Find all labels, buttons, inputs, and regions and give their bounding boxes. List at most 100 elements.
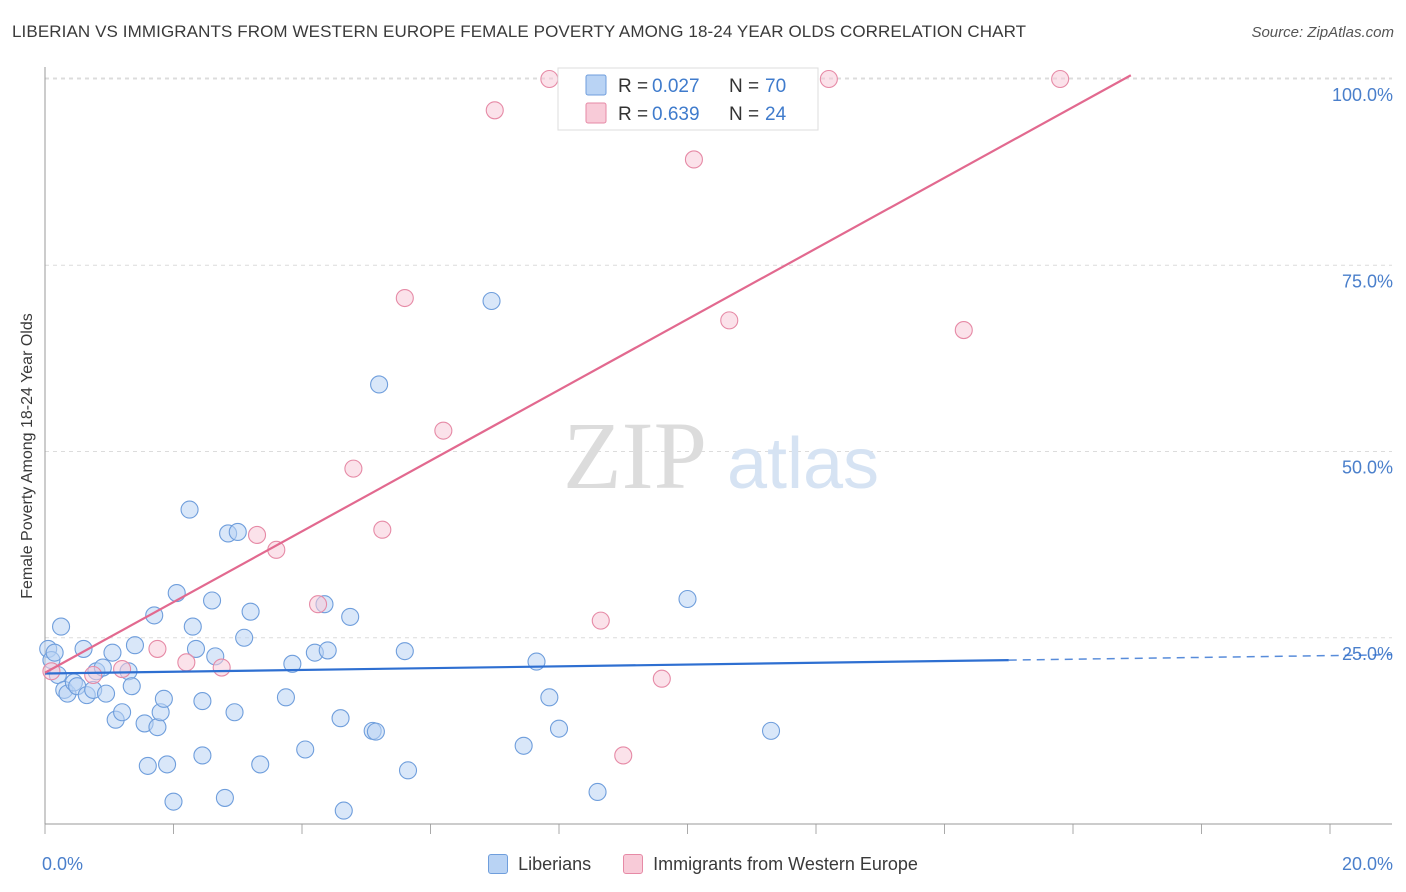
liberian-point bbox=[296, 740, 315, 759]
western-europe-point bbox=[113, 659, 132, 679]
watermark-atlas: atlas bbox=[727, 424, 879, 504]
western-europe-point bbox=[591, 611, 610, 630]
liberian-point bbox=[158, 755, 177, 774]
liberian-point bbox=[549, 719, 569, 738]
grid bbox=[44, 77, 1392, 834]
liberian-point bbox=[193, 692, 212, 711]
liberian-point bbox=[370, 375, 389, 394]
western-europe-point bbox=[540, 69, 559, 89]
liberian-point bbox=[122, 677, 141, 696]
liberian-point bbox=[103, 643, 122, 662]
western-europe-label: Immigrants from Western Europe bbox=[653, 853, 918, 874]
series-legend: Liberians Immigrants from Western Europe bbox=[0, 852, 1406, 876]
liberian-point bbox=[398, 761, 418, 780]
legend-r-value-2: 0.639 bbox=[652, 104, 700, 125]
western-europe-point bbox=[819, 69, 838, 89]
western-europe-point bbox=[485, 101, 504, 120]
western-europe-point bbox=[614, 746, 633, 765]
western-europe-point bbox=[954, 321, 973, 340]
liberian-point bbox=[331, 709, 350, 728]
y-tick-label: 50.0% bbox=[1342, 458, 1393, 478]
liberian-point bbox=[148, 718, 167, 737]
liberian-point bbox=[241, 602, 260, 621]
liberian-point bbox=[228, 522, 247, 542]
liberian-trend-line bbox=[44, 659, 1009, 675]
liberian-point bbox=[283, 654, 302, 673]
liberian-point bbox=[180, 500, 199, 519]
y-tick-label: 75.0% bbox=[1342, 271, 1393, 291]
legend: R = 0.027 N = 70 R = 0.639 N = 24 bbox=[557, 67, 819, 131]
western-europe-point bbox=[344, 459, 363, 478]
liberian-point bbox=[167, 583, 186, 603]
western-europe-point bbox=[1051, 69, 1070, 89]
liberian-point bbox=[235, 628, 254, 647]
liberian-point bbox=[215, 788, 234, 807]
liberian-point bbox=[154, 689, 173, 708]
liberian-point bbox=[52, 617, 71, 636]
legend-r-label-2: R = bbox=[618, 104, 648, 125]
liberians-label: Liberians bbox=[518, 853, 592, 874]
liberian-point bbox=[125, 636, 144, 655]
trend-lines bbox=[44, 74, 1393, 675]
liberian-point bbox=[318, 641, 337, 660]
liberian-point bbox=[96, 684, 116, 703]
legend-item-western-europe[interactable]: Immigrants from Western Europe bbox=[623, 854, 918, 875]
watermark-zip: ZIP bbox=[563, 402, 707, 509]
western-europe-point bbox=[652, 669, 671, 688]
liberian-trend-extension bbox=[1008, 653, 1393, 661]
liberian-point bbox=[251, 755, 270, 774]
liberian-point bbox=[183, 617, 202, 636]
western-europe-point bbox=[247, 525, 267, 544]
western-europe-point bbox=[395, 288, 414, 308]
liberian-point bbox=[514, 736, 533, 755]
watermark: ZIP atlas bbox=[563, 402, 879, 509]
tick-labels: 25.0% 50.0% 75.0% 100.0% 0.0% 20.0% bbox=[42, 85, 1393, 874]
legend-item-liberians[interactable]: Liberians bbox=[488, 854, 591, 875]
liberian-point bbox=[588, 782, 607, 802]
liberian-point bbox=[395, 642, 414, 661]
liberian-point bbox=[193, 746, 212, 765]
legend-swatch-pink bbox=[585, 102, 607, 124]
legend-r-value-1: 0.027 bbox=[652, 76, 700, 97]
liberian-point bbox=[225, 703, 244, 722]
source-credit: Source: ZipAtlas.com bbox=[1251, 24, 1394, 41]
x-tick-label: 20.0% bbox=[1342, 854, 1393, 874]
data-points bbox=[39, 69, 1070, 820]
liberian-point bbox=[482, 291, 501, 311]
western-europe-point bbox=[84, 665, 103, 685]
western-europe-point bbox=[373, 520, 392, 539]
liberian-point bbox=[45, 643, 64, 662]
liberian-point bbox=[186, 639, 206, 658]
western-europe-swatch bbox=[623, 854, 644, 874]
liberian-point bbox=[164, 792, 183, 811]
y-tick-label: 100.0% bbox=[1332, 85, 1393, 105]
western-europe-point bbox=[212, 658, 231, 677]
western-europe-point bbox=[434, 421, 453, 440]
western-europe-trend-line bbox=[44, 74, 1132, 674]
liberian-point bbox=[138, 756, 157, 775]
legend-n-label-1: N = bbox=[729, 76, 759, 97]
liberian-point bbox=[113, 703, 132, 722]
legend-r-label-1: R = bbox=[618, 76, 653, 97]
y-tick-label: 25.0% bbox=[1342, 644, 1393, 664]
western-europe-point bbox=[177, 653, 196, 672]
x-tick-label: 0.0% bbox=[42, 854, 83, 874]
western-europe-point bbox=[148, 639, 167, 658]
liberian-point bbox=[334, 801, 353, 820]
western-europe-point bbox=[720, 311, 739, 330]
axes bbox=[44, 67, 1392, 825]
legend-swatch-blue bbox=[585, 74, 607, 96]
liberian-point bbox=[761, 721, 781, 740]
liberian-point bbox=[203, 591, 222, 610]
liberian-point bbox=[678, 589, 697, 609]
legend-n-label-2: N = bbox=[729, 104, 759, 125]
liberian-point bbox=[366, 722, 385, 741]
chart-title: LIBERIAN VS IMMIGRANTS FROM WESTERN EURO… bbox=[12, 22, 1027, 41]
legend-n-value-1: 70 bbox=[765, 76, 786, 97]
liberian-point bbox=[276, 688, 295, 707]
legend-n-value-2: 24 bbox=[765, 104, 787, 125]
liberian-point bbox=[341, 607, 360, 626]
liberians-swatch bbox=[488, 854, 509, 874]
liberian-point bbox=[540, 688, 559, 707]
